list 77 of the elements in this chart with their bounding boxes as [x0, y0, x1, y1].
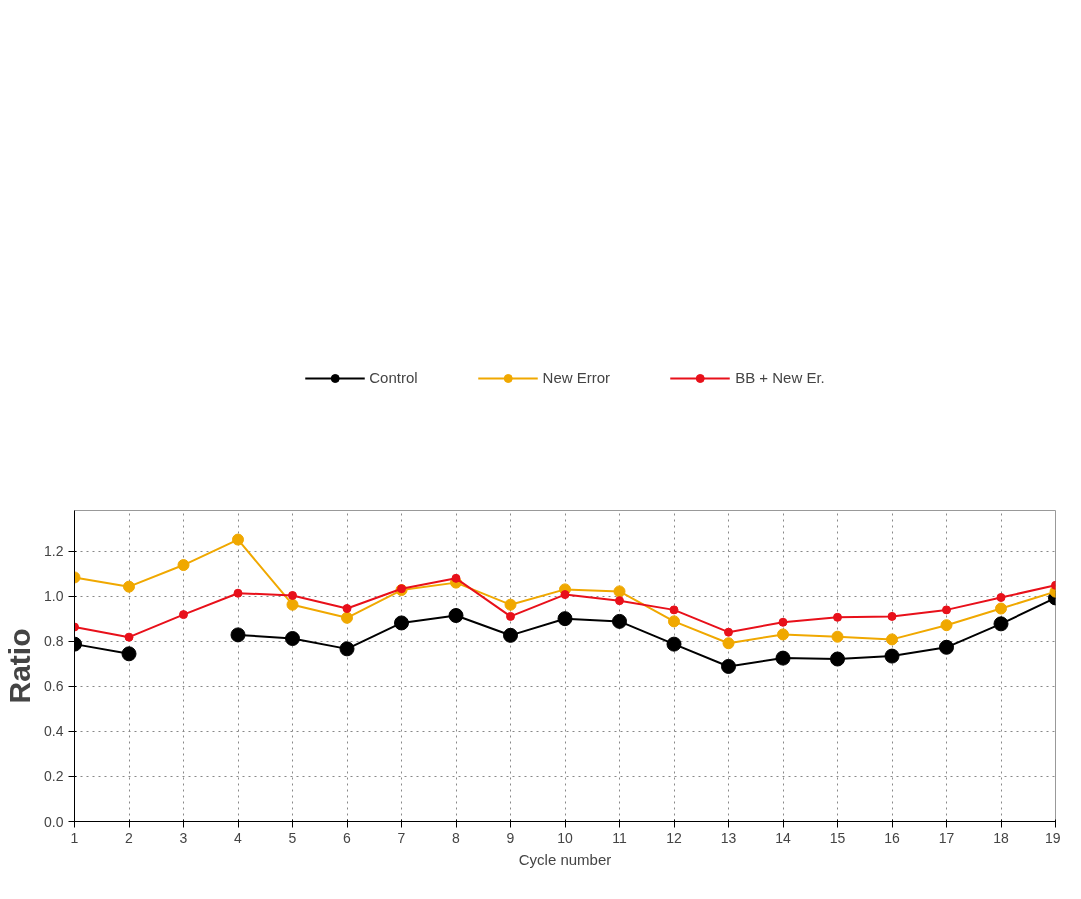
x-tick-label: 6: [343, 829, 352, 846]
point: [233, 588, 243, 598]
point: [615, 596, 624, 606]
x-tick-label: 11: [612, 829, 627, 846]
point: [341, 611, 353, 624]
x-tick-label: 14: [775, 829, 791, 846]
legend-label: New Error: [542, 369, 611, 386]
y-tick-label: 1.0: [44, 588, 64, 605]
x-tick-label: 18: [993, 829, 1009, 846]
point: [884, 648, 900, 664]
point: [232, 533, 244, 546]
point: [612, 613, 627, 629]
y-tick-label: 0.4: [44, 723, 64, 740]
legend-label: Control: [369, 369, 418, 386]
point: [179, 610, 188, 620]
point: [777, 628, 789, 641]
point: [504, 598, 517, 611]
x-axis-title: Cycle number: [518, 850, 612, 868]
point: [177, 559, 190, 572]
point: [939, 639, 954, 655]
point: [995, 602, 1007, 615]
y-tick-label: 0.8: [44, 633, 64, 650]
y-tick-label: 1.2: [44, 543, 64, 560]
y-tick-label: 0.2: [44, 768, 64, 785]
x-tick-label: 1: [70, 829, 79, 846]
point: [996, 593, 1006, 602]
point: [339, 641, 355, 657]
point: [722, 637, 735, 650]
x-tick-label: 5: [288, 829, 297, 846]
point: [506, 611, 515, 621]
x-tick-label: 2: [125, 829, 134, 846]
point: [557, 611, 573, 627]
legend-label: BB + New Er.: [735, 369, 825, 386]
point: [993, 616, 1009, 632]
point: [342, 604, 352, 614]
point: [775, 650, 791, 666]
x-tick-label: 19: [1044, 829, 1061, 846]
point: [285, 631, 300, 646]
x-tick-label: 13: [720, 829, 737, 846]
point: [288, 590, 297, 600]
point: [613, 585, 626, 598]
point: [448, 608, 464, 624]
y-tick-label: 0.6: [44, 678, 64, 695]
x-tick-label: 17: [938, 829, 955, 846]
point: [833, 612, 842, 622]
point: [942, 605, 951, 615]
x-tick-label: 16: [884, 829, 900, 846]
point: [886, 633, 898, 646]
x-tick-label: 4: [234, 829, 243, 846]
point: [778, 617, 788, 627]
point: [721, 658, 736, 674]
point: [560, 590, 570, 600]
point: [940, 619, 953, 632]
x-tick-label: 3: [179, 829, 188, 846]
point: [669, 605, 679, 615]
point: [666, 636, 682, 652]
point: [124, 632, 134, 642]
x-tick-label: 9: [506, 829, 515, 846]
x-tick-label: 12: [666, 829, 682, 846]
y-axis-title: Ratio: [3, 628, 37, 704]
point: [121, 646, 137, 662]
point: [394, 615, 409, 631]
point: [286, 598, 299, 611]
point: [887, 611, 897, 621]
point: [503, 627, 518, 643]
x-tick-label: 7: [397, 829, 406, 846]
point: [668, 615, 680, 628]
point: [724, 627, 733, 637]
point: [230, 627, 246, 643]
x-tick-label: 10: [557, 829, 573, 846]
point: [123, 580, 135, 593]
x-tick-label: 15: [829, 829, 846, 846]
point: [830, 651, 845, 667]
point: [451, 573, 461, 583]
y-tick-label: 0.0: [44, 813, 64, 830]
point: [831, 630, 844, 643]
x-tick-label: 8: [452, 829, 461, 846]
